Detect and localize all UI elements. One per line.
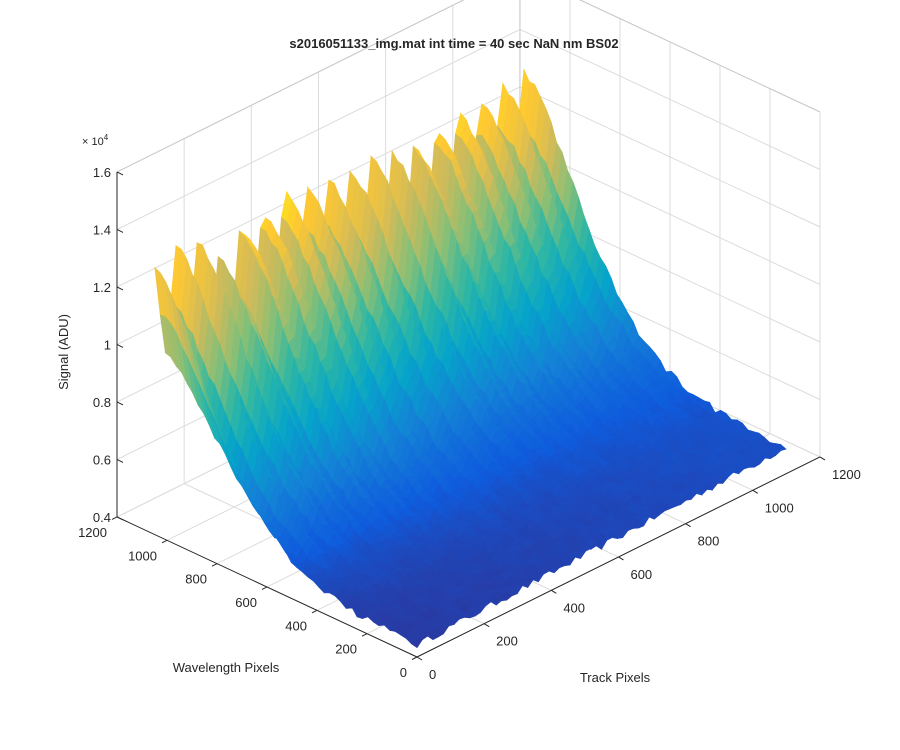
- z-tick-label: 0.6: [93, 452, 111, 467]
- y-tick: [161, 539, 168, 544]
- z-tick: [116, 229, 124, 233]
- x-tick-label: 1000: [765, 500, 794, 515]
- x-tick: [752, 489, 759, 494]
- z-tick-label: 1.4: [93, 222, 111, 237]
- box-edge: [116, 0, 465, 173]
- z-tick: [116, 171, 124, 176]
- y-tick: [411, 656, 418, 660]
- x-tick: [551, 589, 557, 594]
- z-tick-label: 1: [104, 337, 111, 352]
- y-tick: [111, 516, 118, 520]
- y-tick-label: 600: [235, 595, 257, 610]
- chart-title: s2016051133_img.mat int time = 40 sec Na…: [289, 36, 618, 51]
- x-tick: [685, 523, 691, 528]
- x-tick-label: 0: [429, 667, 436, 682]
- y-tick-label: 200: [335, 642, 357, 657]
- x-axis-label: Track Pixels: [580, 670, 651, 685]
- box-edge: [578, 0, 821, 113]
- z-tick-label: 1.2: [93, 280, 111, 295]
- surface-patch[interactable]: [411, 638, 423, 649]
- z-exponent-label: × 104: [82, 133, 109, 148]
- z-tick-label: 1.6: [93, 165, 111, 180]
- z-tick: [116, 516, 124, 521]
- x-tick-label: 600: [630, 567, 652, 582]
- surface-mesh[interactable]: [154, 68, 787, 649]
- z-tick: [116, 286, 124, 291]
- y-tick: [361, 633, 368, 637]
- z-tick: [116, 401, 124, 406]
- y-tick-label: 400: [285, 618, 307, 633]
- x-tick: [819, 456, 826, 461]
- x-tick: [416, 656, 423, 661]
- y-tick: [311, 609, 318, 614]
- axis-lines: [111, 171, 826, 661]
- y-tick-label: 800: [185, 572, 207, 587]
- x-tick: [483, 623, 490, 628]
- x-tick-label: 1200: [832, 467, 861, 482]
- z-tick-label: 0.8: [93, 395, 111, 410]
- y-tick: [261, 586, 268, 590]
- z-tick: [116, 344, 124, 348]
- x-tick-label: 200: [496, 634, 518, 649]
- y-tick: [211, 563, 218, 567]
- x-tick-label: 800: [698, 534, 720, 549]
- x-tick: [618, 556, 624, 561]
- y-axis-label: Wavelength Pixels: [173, 660, 280, 675]
- tick-labels: 0.4 0.6 0.8 1 1.2 1.4 1.6 0 200 400 600 800 1000 1200…: [78, 165, 861, 682]
- x-tick-label: 400: [563, 600, 585, 615]
- z-tick-label: 0.4: [93, 510, 111, 525]
- z-tick: [116, 459, 124, 463]
- y-tick-label: 1000: [128, 548, 157, 563]
- z-axis-label: Signal (ADU): [56, 314, 71, 390]
- y-tick-label: 0: [400, 665, 407, 680]
- y-tick-label: 1200: [78, 525, 107, 540]
